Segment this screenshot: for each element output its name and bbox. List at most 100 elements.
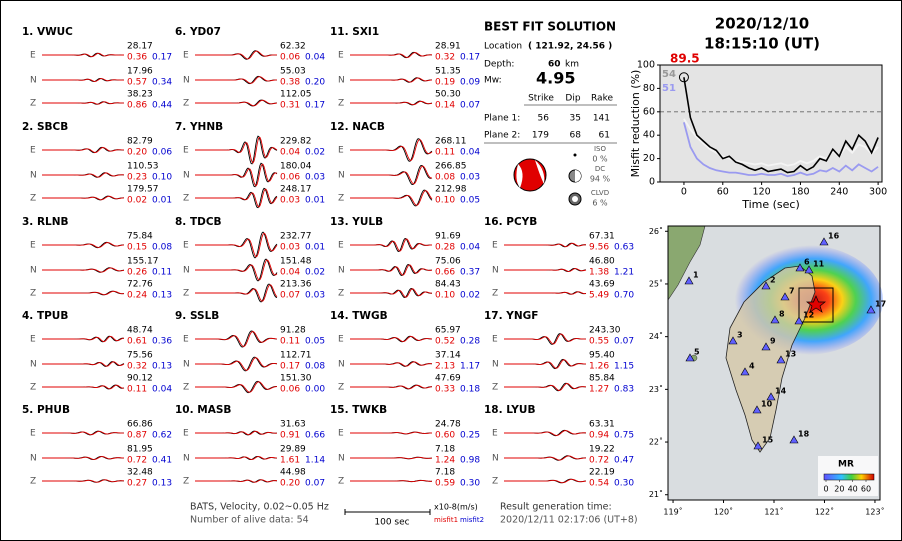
misfit2: 0.10 bbox=[152, 173, 172, 183]
misfit2: 0.04 bbox=[305, 53, 325, 63]
misfit1: 2.13 bbox=[435, 362, 455, 372]
station-name: 17. YNGF bbox=[484, 310, 538, 322]
component-label: N bbox=[30, 454, 37, 464]
synthetic-trace bbox=[504, 478, 587, 484]
map-x-tick-label: 122˚ bbox=[815, 507, 834, 517]
station-number: 8 bbox=[779, 310, 785, 319]
misfit1: 0.06 bbox=[280, 53, 300, 63]
synthetic-trace bbox=[350, 335, 433, 343]
station-marker bbox=[794, 316, 804, 325]
synthetic-trace bbox=[350, 190, 433, 206]
misfit1: 0.20 bbox=[280, 479, 300, 489]
colorbar-tick-label: 20 bbox=[834, 485, 844, 494]
station-name: 16. PCYB bbox=[484, 216, 537, 228]
amplitude: 268.11 bbox=[435, 137, 467, 147]
y-tick-label: 40 bbox=[643, 130, 655, 141]
amplitude: 82.79 bbox=[127, 137, 153, 147]
amplitude: 266.85 bbox=[435, 162, 467, 172]
misfit2: 0.66 bbox=[305, 431, 325, 441]
amplitude: 43.69 bbox=[589, 280, 615, 290]
synthetic-trace bbox=[350, 431, 433, 435]
misfit1: 0.03 bbox=[280, 196, 300, 206]
amplitude: 85.84 bbox=[589, 374, 615, 384]
misfit1: 0.17 bbox=[280, 362, 300, 372]
component-name: ISO bbox=[594, 145, 607, 153]
station-number: 12 bbox=[803, 311, 814, 320]
amplitude: 37.14 bbox=[435, 351, 461, 361]
station-name: 9. SSLB bbox=[175, 310, 219, 322]
map-y-tick-label: 23˚ bbox=[649, 384, 663, 394]
amplitude: 51.35 bbox=[435, 67, 461, 77]
component-label: N bbox=[183, 266, 190, 276]
map-x-tick-label: 119˚ bbox=[663, 507, 682, 517]
component-label: Z bbox=[492, 289, 498, 299]
misfit2: 0.07 bbox=[305, 479, 325, 489]
station-name: 4. TPUB bbox=[22, 310, 68, 322]
component-label: N bbox=[183, 360, 190, 370]
misfit2: 0.62 bbox=[152, 431, 172, 441]
plane-value: 35 bbox=[570, 114, 581, 124]
result-time: 2020/12/11 02:17:06 (UT+8) bbox=[500, 515, 638, 526]
synthetic-trace bbox=[195, 456, 278, 460]
misfit1: 0.28 bbox=[435, 243, 455, 253]
map-y-tick-label: 26˚ bbox=[649, 226, 663, 236]
synthetic-trace bbox=[42, 78, 125, 82]
synthetic-trace bbox=[350, 288, 433, 298]
component-label: Z bbox=[183, 99, 189, 109]
station-name: 18. LYUB bbox=[484, 404, 535, 416]
synthetic-trace bbox=[42, 101, 125, 105]
station-name: 14. TWGB bbox=[330, 310, 388, 322]
synthetic-trace bbox=[504, 242, 587, 248]
synthetic-trace bbox=[42, 384, 125, 390]
synthetic-trace bbox=[350, 77, 433, 83]
misfit1: 0.91 bbox=[280, 431, 300, 441]
synthetic-trace bbox=[504, 455, 587, 461]
station-name: 7. YHNB bbox=[175, 121, 223, 133]
misfit1: 0.36 bbox=[127, 53, 147, 63]
misfit1: 0.10 bbox=[435, 291, 455, 301]
misfit1: 5.49 bbox=[589, 291, 609, 301]
synthetic-trace bbox=[195, 259, 278, 281]
misfit1: 0.11 bbox=[127, 385, 147, 395]
result-label: Result generation time: bbox=[500, 502, 612, 513]
amplitude: 19.22 bbox=[589, 445, 615, 455]
synthetic-trace bbox=[42, 147, 125, 153]
component-label: Z bbox=[183, 477, 189, 487]
misfit2: 0.70 bbox=[614, 291, 634, 301]
synthetic-trace bbox=[42, 430, 124, 436]
synthetic-trace bbox=[350, 479, 433, 483]
station-name: 15. TWKB bbox=[330, 404, 387, 416]
beachball-white bbox=[535, 160, 545, 184]
station-name: 1. VWUC bbox=[22, 26, 73, 38]
misfit2: 0.04 bbox=[152, 385, 172, 395]
misfit1: 0.54 bbox=[589, 479, 609, 489]
misfit1: 1.27 bbox=[589, 385, 609, 395]
component-value: 6 % bbox=[592, 199, 608, 208]
event-time: 18:15:10 (UT) bbox=[704, 35, 820, 53]
x-tick-label: 60 bbox=[717, 187, 729, 198]
station-number: 14 bbox=[775, 387, 787, 396]
synthetic-trace bbox=[42, 479, 125, 483]
station-name: 2. SBCB bbox=[22, 121, 68, 133]
colorbar-tick-label: 0 bbox=[823, 485, 828, 494]
plane-label: Plane 1: bbox=[484, 114, 520, 124]
station-marker bbox=[740, 367, 750, 376]
x-axis-label: Time (sec) bbox=[741, 198, 800, 211]
misfit1: 0.03 bbox=[280, 243, 300, 253]
best-point bbox=[678, 72, 689, 83]
amplitude: 67.31 bbox=[589, 232, 615, 242]
amplitude: 75.06 bbox=[435, 257, 461, 267]
plot-area bbox=[660, 65, 882, 182]
misfit1: 0.26 bbox=[127, 268, 147, 278]
component-label: E bbox=[183, 51, 189, 61]
component-label: N bbox=[183, 171, 190, 181]
component-value: 94 % bbox=[590, 175, 611, 184]
synthetic-trace bbox=[195, 188, 278, 208]
station-marker bbox=[770, 315, 780, 324]
component-name: DC bbox=[595, 165, 605, 173]
misfit2: 0.13 bbox=[152, 479, 172, 489]
iso-icon bbox=[573, 153, 577, 157]
misfit2: 1.14 bbox=[305, 456, 325, 466]
epicenter bbox=[806, 295, 826, 313]
map-y-tick-label: 25˚ bbox=[649, 278, 663, 288]
